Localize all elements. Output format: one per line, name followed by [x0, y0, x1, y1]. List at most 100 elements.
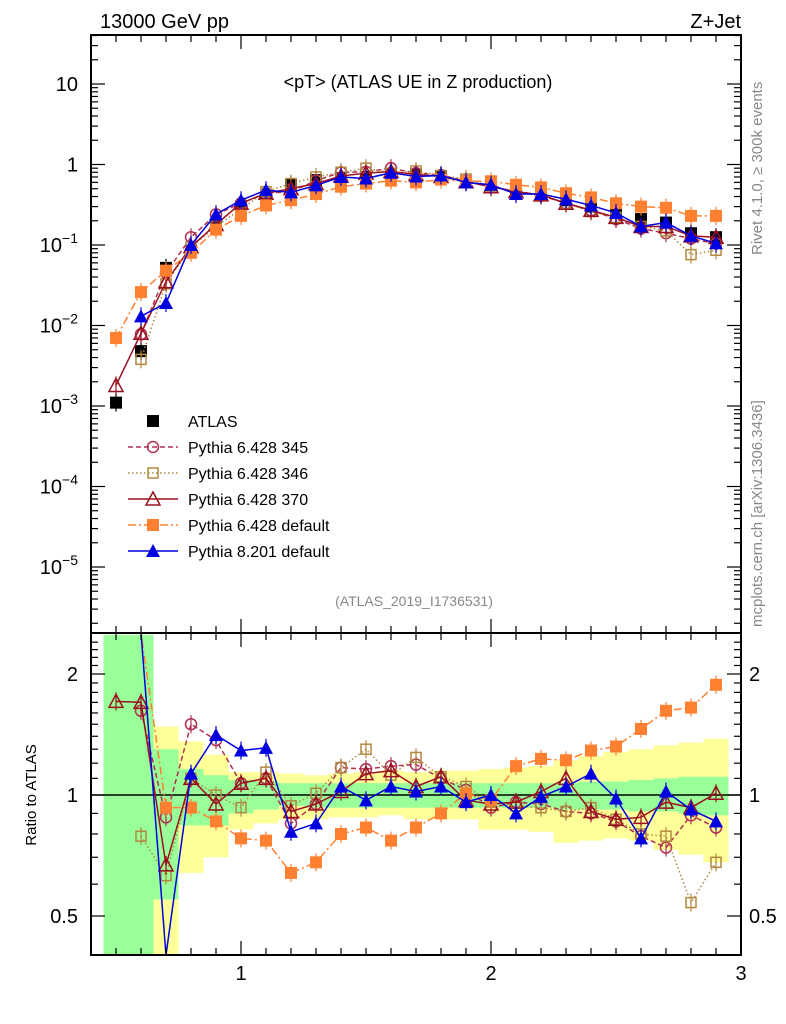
data-point: [685, 896, 697, 909]
series-pythia-6-428-346: [135, 159, 722, 369]
data-point: [635, 722, 647, 735]
y-tick-label: 0.5: [50, 906, 78, 928]
y-tick-label: 10: [56, 74, 78, 96]
data-point: [157, 856, 175, 872]
data-point: [334, 779, 348, 793]
legend-label: ATLAS: [188, 414, 238, 431]
analysis-label: (ATLAS_2019_I1736531): [335, 593, 493, 609]
y-tick-label: 1: [67, 785, 78, 807]
y-tick-label-right: 2: [749, 664, 760, 686]
data-point: [282, 802, 300, 819]
x-tick-label: 3: [735, 963, 746, 985]
data-point: [160, 264, 172, 277]
data-point: [235, 801, 247, 814]
data-point: [260, 834, 272, 847]
data-point: [359, 793, 373, 807]
data-point: [685, 248, 697, 261]
data-point: [660, 201, 672, 214]
data-point: [382, 762, 400, 778]
data-point: [335, 761, 347, 774]
y-tick-label: 10−2: [40, 311, 78, 338]
data-point: [584, 198, 598, 212]
data-point: [285, 866, 297, 879]
data-point: [659, 215, 673, 229]
legend-item: Pythia 6.428 370: [128, 490, 308, 509]
data-point: [335, 180, 347, 193]
data-point: [135, 830, 147, 842]
data-point: [410, 821, 422, 834]
legend-item: Pythia 8.201 default: [128, 544, 330, 561]
data-point: [357, 765, 375, 781]
data-point: [335, 827, 347, 840]
data-point: [685, 701, 697, 714]
data-point: [585, 744, 597, 757]
x-tick-label: 2: [485, 963, 496, 985]
legend-label: Pythia 8.201 default: [188, 544, 330, 561]
data-point: [334, 169, 348, 183]
data-point: [659, 784, 673, 798]
data-point: [484, 177, 498, 191]
y-tick-label: 10−3: [40, 391, 78, 418]
legend-label: Pythia 6.428 default: [188, 518, 330, 535]
ratio-y-axis-label: Ratio to ATLAS: [23, 744, 40, 845]
data-point: [132, 693, 150, 710]
data-point: [384, 165, 398, 179]
axis-ticks: [90, 34, 742, 956]
data-point: [132, 324, 150, 341]
legend-label: Pythia 6.428 346: [188, 466, 308, 483]
data-point: [209, 728, 223, 742]
axis-tick-labels: 1 2 3 10 1 10−1 10−2 10−3 10−4 10−5 2 2 1 1 0.5 0.5: [40, 74, 777, 985]
series-line: [140, 748, 717, 905]
data-point: [210, 223, 222, 236]
data-point: [607, 810, 625, 827]
legend-marker: [147, 519, 159, 531]
plot-title-text: <pT> (ATLAS UE in Z production): [284, 72, 553, 92]
data-point: [135, 286, 147, 299]
series-pythia-6-428-345: [134, 159, 723, 344]
data-point: [685, 209, 697, 222]
data-point: [534, 187, 548, 201]
data-point: [509, 187, 523, 201]
x-tick-label: 1: [235, 963, 246, 985]
data-point: [160, 801, 172, 814]
data-point: [234, 193, 248, 207]
data-point: [310, 856, 322, 869]
y-tick-label: 1: [67, 155, 78, 177]
data-point: [184, 717, 198, 731]
series-pythia-6-428-370: [107, 162, 725, 395]
data-point: [684, 228, 698, 242]
data-point: [234, 743, 248, 757]
data-point: [609, 791, 623, 805]
series-pythia-6-428-default: [116, 632, 722, 882]
data-point: [360, 821, 372, 834]
series-line: [140, 632, 717, 956]
data-point: [660, 704, 672, 717]
data-point: [259, 740, 273, 754]
data-point: [210, 815, 222, 828]
data-point: [157, 273, 175, 289]
data-point: [707, 784, 725, 801]
data-point: [609, 205, 623, 219]
series-line: [140, 171, 717, 317]
data-point: [710, 209, 722, 222]
data-point: [284, 185, 298, 199]
data-point: [510, 178, 522, 191]
data-point: [634, 831, 648, 845]
legend-marker: [146, 544, 160, 557]
series-line: [140, 167, 717, 360]
data-point: [207, 795, 225, 811]
data-point: [559, 192, 573, 206]
data-point: [134, 309, 148, 323]
header-left-title: 13000 GeV pp: [100, 11, 229, 33]
data-point: [459, 795, 473, 809]
data-point: [435, 807, 447, 820]
ratio-series-layer: [107, 632, 725, 956]
data-point: [107, 376, 125, 393]
data-point: [309, 816, 323, 830]
data-point: [409, 784, 423, 798]
y-tick-label: 10−5: [40, 552, 78, 579]
data-point: [185, 801, 197, 814]
data-point: [159, 296, 173, 310]
data-point: [360, 743, 372, 755]
data-point: [359, 171, 373, 185]
